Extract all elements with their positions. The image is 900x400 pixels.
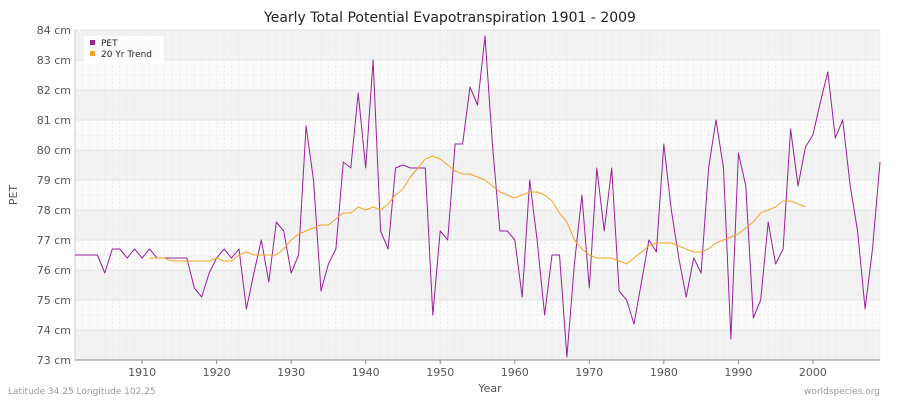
legend: PET 20 Yr Trend [84, 36, 164, 64]
footer-coordinates: Latitude 34.25 Longitude 102.25 [8, 387, 156, 397]
x-tick-label: 1960 [501, 366, 529, 379]
y-tick-label: 79 cm [37, 174, 71, 187]
chart-title: Yearly Total Potential Evapotranspiratio… [263, 10, 636, 26]
legend-swatch-pet [90, 40, 95, 45]
series-layer [75, 35, 881, 358]
series-line-pet [75, 35, 881, 358]
y-tick-label: 75 cm [37, 294, 71, 307]
legend-box [84, 36, 164, 64]
x-tick-label: 1990 [724, 366, 752, 379]
y-tick-label: 82 cm [37, 84, 71, 97]
x-tick-label: 1910 [128, 366, 156, 379]
x-tick-label: 1970 [575, 366, 603, 379]
y-tick-label: 74 cm [37, 324, 71, 337]
y-tick-label: 83 cm [37, 54, 71, 67]
footer-source: worldspecies.org [804, 387, 880, 397]
y-tick-label: 76 cm [37, 264, 71, 277]
legend-label-pet: PET [101, 39, 118, 49]
grid-lines [74, 29, 881, 361]
legend-swatch-trend [90, 51, 95, 56]
y-tick-label: 80 cm [37, 144, 71, 157]
y-axis-label: PET [7, 185, 20, 206]
y-axis-ticks: 73 cm 74 cm 75 cm 76 cm 77 cm 78 cm 79 cm 80 cm… [37, 24, 71, 367]
x-axis-label: Year [477, 382, 502, 395]
y-tick-label: 77 cm [37, 234, 71, 247]
y-tick-label: 84 cm [37, 24, 71, 37]
x-tick-label: 1940 [352, 366, 380, 379]
x-tick-label: 1950 [426, 366, 454, 379]
x-tick-label: 2000 [799, 366, 827, 379]
y-tick-label: 78 cm [37, 204, 71, 217]
y-tick-label: 81 cm [37, 114, 71, 127]
y-tick-label: 73 cm [37, 354, 71, 367]
x-tick-label: 1930 [277, 366, 305, 379]
x-axis-ticks: 1910 1920 1930 1940 1950 1960 1970 1980 1990 2000 [128, 360, 827, 379]
legend-label-trend: 20 Yr Trend [101, 50, 152, 60]
series-line-trend [149, 155, 806, 265]
x-tick-label: 1920 [203, 366, 231, 379]
x-tick-label: 1980 [650, 366, 678, 379]
